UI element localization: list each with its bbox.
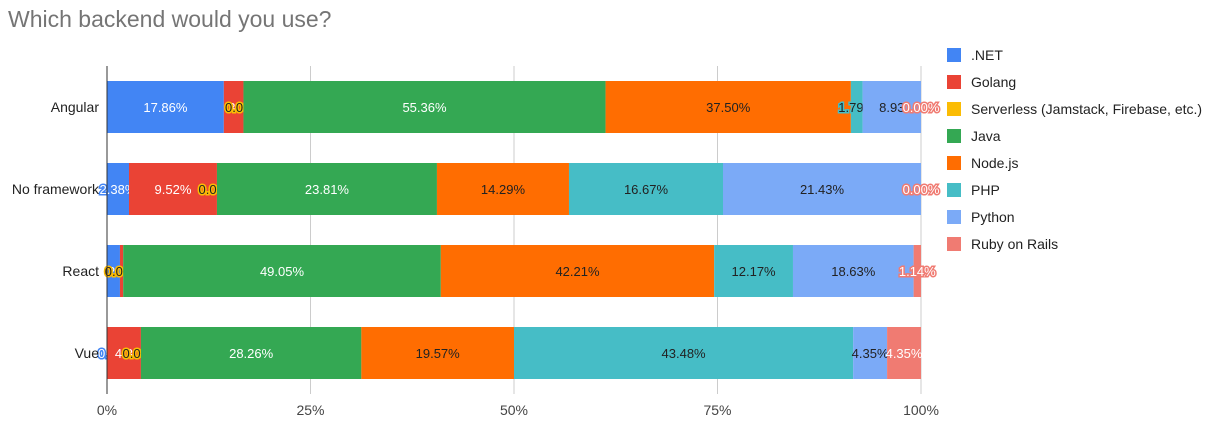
bar-segment[interactable]: [862, 81, 921, 133]
bar-segment[interactable]: [123, 245, 441, 297]
chart-title: Which backend would you use?: [8, 6, 332, 32]
bar-segment[interactable]: [361, 327, 514, 379]
bar-segment[interactable]: [913, 245, 921, 297]
legend-label[interactable]: Serverless (Jamstack, Firebase, etc.): [971, 101, 1202, 117]
legend-swatch[interactable]: [947, 129, 961, 143]
x-tick-label: 0%: [97, 402, 117, 418]
legend-label[interactable]: Java: [971, 128, 1001, 144]
legend-label[interactable]: Golang: [971, 74, 1016, 90]
bar-segment[interactable]: [514, 327, 854, 379]
data-label: 0.00%: [903, 100, 940, 115]
data-label: 3.: [228, 100, 239, 115]
legend-swatch[interactable]: [947, 102, 961, 116]
bar-segment[interactable]: [243, 81, 606, 133]
data-label: 21.43%: [800, 182, 845, 197]
bar-segment[interactable]: [792, 245, 914, 297]
bar-segment[interactable]: [850, 81, 863, 133]
data-label: 12.17%: [732, 264, 777, 279]
data-label: 4.35%: [886, 346, 923, 361]
data-label: 14.29%: [481, 182, 526, 197]
data-label: 18.63%: [831, 264, 876, 279]
category-label: No framework: [12, 181, 100, 197]
data-label: 42.21%: [555, 264, 600, 279]
legend-swatch[interactable]: [947, 210, 961, 224]
legend-label[interactable]: Node.js: [971, 155, 1018, 171]
legend-swatch[interactable]: [947, 156, 961, 170]
data-label: 16.67%: [624, 182, 669, 197]
bar-segment[interactable]: [436, 163, 569, 215]
bar-segment[interactable]: [216, 163, 437, 215]
x-tick-label: 50%: [500, 402, 528, 418]
x-tick-label: 25%: [296, 402, 324, 418]
legend-swatch[interactable]: [947, 75, 961, 89]
bar-segment[interactable]: [853, 327, 888, 379]
legend-label[interactable]: .NET: [971, 47, 1003, 63]
data-label: 2.: [108, 264, 119, 279]
x-tick-label: 100%: [903, 402, 939, 418]
data-label: 2.38%: [100, 182, 137, 197]
legend-label[interactable]: Python: [971, 209, 1015, 225]
category-label: Vue: [75, 345, 100, 361]
data-label: 4.35%: [852, 346, 889, 361]
bar-segment[interactable]: [140, 327, 362, 379]
category-label: Angular: [51, 99, 100, 115]
bar-segment[interactable]: [714, 245, 793, 297]
bar-segment[interactable]: [128, 163, 217, 215]
bar-segment[interactable]: [119, 245, 124, 297]
data-label: 4.3: [115, 346, 133, 361]
data-label: 28.26%: [229, 346, 274, 361]
bar-segment[interactable]: [568, 163, 723, 215]
legend-swatch[interactable]: [947, 48, 961, 62]
data-label: 23.81%: [305, 182, 350, 197]
bar-segment[interactable]: [107, 245, 120, 297]
data-label: 49.05%: [260, 264, 305, 279]
legend-swatch[interactable]: [947, 237, 961, 251]
bar-segment[interactable]: [107, 327, 141, 379]
data-label: 55.36%: [402, 100, 447, 115]
data-label: 9.52%: [155, 182, 192, 197]
bar-segment[interactable]: [440, 245, 715, 297]
data-label: 17.86%: [143, 100, 188, 115]
bar-segment[interactable]: [887, 327, 921, 379]
legend-swatch[interactable]: [947, 183, 961, 197]
bar-segment[interactable]: [605, 81, 851, 133]
category-label: React: [62, 263, 99, 279]
bar-segment[interactable]: [722, 163, 921, 215]
x-tick-label: 75%: [703, 402, 731, 418]
bar-segment[interactable]: [107, 81, 224, 133]
legend-label[interactable]: PHP: [971, 182, 1000, 198]
bar-segment[interactable]: [107, 163, 129, 215]
data-label: 8.93: [879, 100, 904, 115]
data-label: 1.14%: [899, 264, 936, 279]
data-label: 43.48%: [662, 346, 707, 361]
legend-label[interactable]: Ruby on Rails: [971, 236, 1058, 252]
data-label: 0.00%: [903, 182, 940, 197]
bar-segment[interactable]: [223, 81, 244, 133]
data-label: 37.50%: [706, 100, 751, 115]
data-label: 19.57%: [416, 346, 461, 361]
